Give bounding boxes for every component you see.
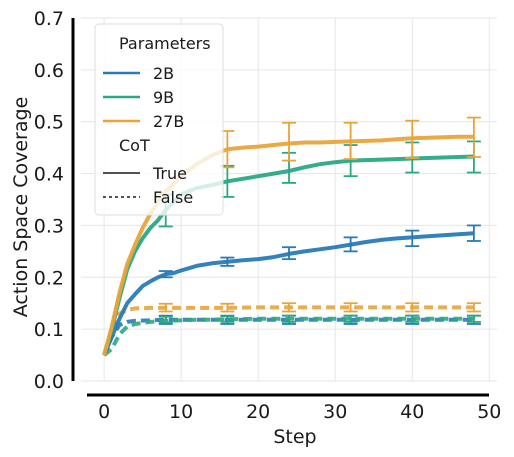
line-2b-cot [102, 231, 475, 356]
y-tick-label: 0.4 [34, 164, 64, 186]
line-2b-nocot [102, 317, 474, 356]
x-tick-label: 20 [246, 401, 270, 423]
series-2b-cot [102, 224, 481, 356]
y-tick-label: 0.5 [34, 112, 64, 134]
legend-label-true: True [152, 164, 187, 183]
x-tick-label: 0 [98, 401, 110, 423]
series-27b-cot [102, 116, 481, 356]
series-9b-nocot [102, 314, 481, 357]
y-tick-label: 0.7 [34, 8, 64, 30]
series-layer [102, 116, 481, 357]
axes [71, 18, 489, 397]
y-tick-label: 0.2 [34, 267, 64, 289]
legend-parameters-title: Parameters [119, 34, 211, 53]
legend-label-27b: 27B [153, 112, 184, 131]
legend: Parameters 2B 9B 27B CoT True False [94, 23, 224, 216]
x-tick-label: 50 [477, 401, 501, 423]
legend-label-9b: 9B [153, 88, 174, 107]
line-9b-nocot [102, 316, 474, 357]
x-tick-label: 30 [323, 401, 347, 423]
x-tick-label: 10 [169, 401, 193, 423]
y-tick-label: 0.0 [34, 371, 64, 393]
y-axis-title: Action Space Coverage [10, 97, 32, 318]
tick-labels: 0 10 20 30 40 50 0.0 0.1 0.2 0.3 0.4 0.5 0.6 0.7 [34, 8, 502, 423]
x-tick-label: 40 [400, 401, 424, 423]
y-tick-label: 0.3 [34, 215, 64, 237]
legend-label-2b: 2B [153, 64, 174, 83]
legend-cot-title: CoT [119, 136, 150, 155]
line-27b-nocot [102, 305, 474, 356]
line-9b-cot [102, 154, 474, 356]
line-27b-cot [102, 134, 474, 356]
legend-label-false: False [153, 188, 193, 207]
y-tick-label: 0.1 [34, 319, 64, 341]
y-tick-label: 0.6 [34, 60, 64, 82]
x-axis-title: Step [273, 426, 316, 448]
